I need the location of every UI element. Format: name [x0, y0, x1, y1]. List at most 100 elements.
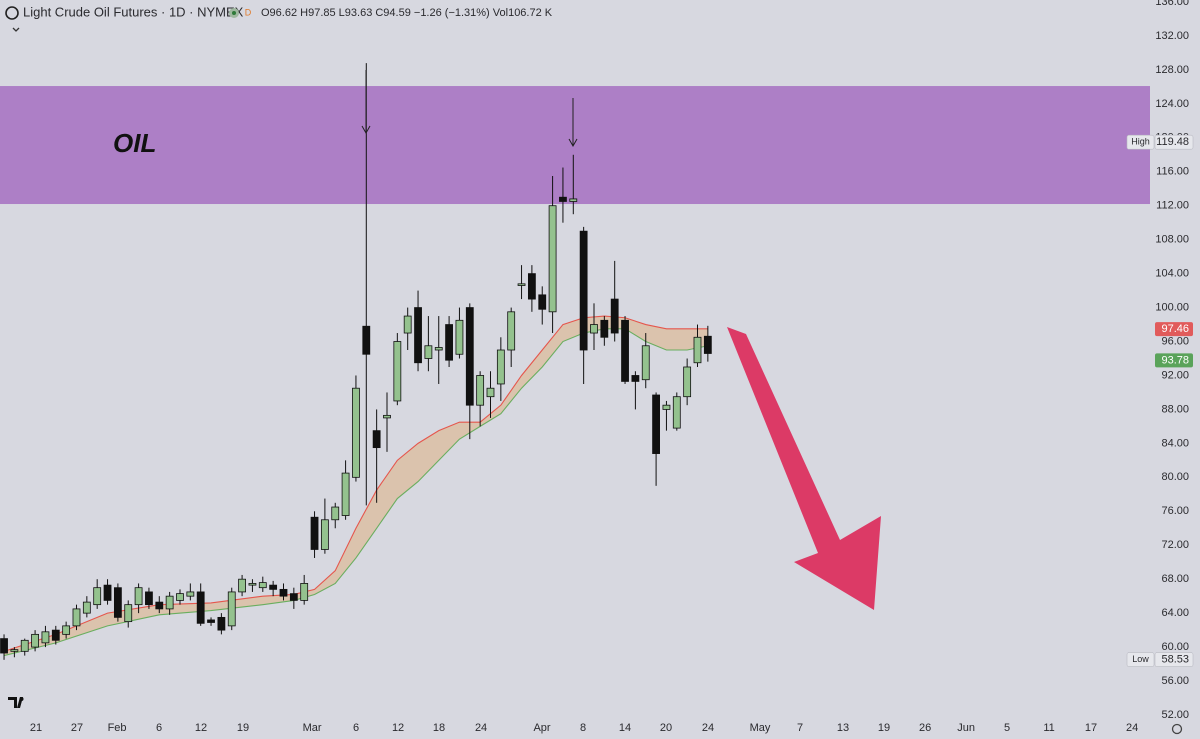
candle-body: [621, 319, 629, 382]
candle-body: [693, 336, 702, 364]
x-tick-label: 20: [660, 722, 672, 734]
y-tick-label: 80.00: [1161, 471, 1189, 483]
candle-body: [238, 578, 246, 593]
candle-body: [310, 516, 319, 550]
marker-tag-bg: [1126, 652, 1155, 667]
candle-body: [393, 341, 402, 402]
candle-body: [155, 601, 164, 610]
marker-tag: Low: [1132, 654, 1149, 664]
x-tick-label: 11: [1043, 722, 1054, 734]
status-dot-core: [232, 11, 236, 15]
candle-body: [559, 196, 567, 202]
candle-body: [145, 591, 153, 606]
candle-body: [672, 396, 681, 429]
candle-body: [248, 583, 257, 586]
collapse-icon[interactable]: [12, 27, 20, 32]
x-tick-label: 19: [237, 722, 249, 734]
candle-body: [124, 604, 133, 623]
candle-body: [176, 593, 184, 601]
candle-body: [165, 595, 174, 610]
x-tick-label: 8: [580, 722, 586, 734]
x-tick-label: Mar: [303, 722, 322, 734]
candle-body: [507, 311, 516, 351]
candle-body: [683, 366, 692, 398]
logo: [8, 697, 24, 708]
candle-body: [186, 591, 195, 597]
candle-body: [207, 619, 215, 623]
candle-body: [341, 472, 350, 516]
ohlc-header: O96.62 H97.85 L93.63 C94.59 −1.26 (−1.31…: [261, 7, 553, 19]
y-tick-label: 132.00: [1155, 30, 1189, 42]
y-tick-label: 92.00: [1161, 369, 1189, 381]
interval-badge: D: [245, 7, 252, 17]
candle-body: [590, 324, 598, 334]
price-badge-label: 97.46: [1161, 323, 1189, 335]
arrow-head: [361, 125, 371, 135]
x-tick-label: 24: [475, 722, 487, 734]
header: Light Crude Oil Futures · 1D · NYMEX D O…: [5, 4, 553, 32]
x-tick-label: Jun: [957, 722, 975, 734]
settings[interactable]: [1171, 723, 1183, 735]
x-tick-label: Feb: [108, 722, 127, 734]
chart-title: Light Crude Oil Futures · 1D · NYMEX: [23, 4, 244, 19]
x-tick-label: 26: [919, 722, 931, 734]
marker-value-bg: [1154, 134, 1194, 150]
settings-icon[interactable]: [1171, 723, 1183, 735]
candle-body: [62, 625, 71, 635]
candle-body: [0, 638, 8, 654]
x-tick-label: 24: [1126, 722, 1138, 734]
candle-body: [548, 205, 557, 313]
candle-body: [93, 587, 102, 606]
candle-body: [31, 633, 39, 648]
x-tick-label: Apr: [533, 722, 550, 734]
y-tick-label: 72.00: [1161, 539, 1189, 551]
candle-body: [424, 345, 433, 359]
down-arrow: [727, 327, 881, 610]
candle-body: [641, 345, 650, 381]
x-tick-label: 13: [837, 722, 849, 734]
y-tick-label: 68.00: [1161, 573, 1189, 585]
candle-body: [517, 283, 526, 286]
candle-body: [227, 591, 236, 627]
x-tick-label: 27: [71, 722, 83, 734]
candle-body: [196, 591, 205, 624]
y-tick-label: 112.00: [1156, 200, 1189, 212]
candle-body: [41, 631, 50, 644]
y-tick-label: 64.00: [1161, 607, 1189, 619]
candle-body: [403, 315, 412, 334]
candle-body: [82, 601, 91, 614]
arrow-head: [568, 138, 578, 148]
candle-body: [352, 387, 360, 478]
candle-body: [372, 430, 381, 449]
zone: [0, 86, 1150, 205]
candle-body: [279, 588, 288, 597]
annotations: [361, 70, 881, 610]
x-tick-label: 7: [797, 722, 803, 734]
x-tick-label: 6: [353, 722, 359, 734]
candle-body: [51, 629, 60, 641]
y-tick-label: 136.00: [1155, 0, 1189, 8]
candle-body: [579, 230, 588, 351]
y-tick-label: 56.00: [1161, 675, 1189, 687]
candle-body: [72, 608, 81, 627]
candle-body: [610, 298, 619, 334]
tv-logo: [8, 697, 23, 708]
candle-body: [662, 404, 671, 410]
candle-body: [455, 319, 464, 355]
candle-body: [362, 325, 371, 355]
candle-body: [434, 347, 443, 351]
x-tick-label: 6: [156, 722, 162, 734]
marker-value: 119.48: [1156, 136, 1189, 148]
candle-body: [103, 584, 112, 601]
zone-label: OIL: [113, 128, 156, 158]
tv-logo-dot: [19, 697, 24, 701]
y-tick-label: 88.00: [1161, 403, 1189, 415]
y-tick-label: 84.00: [1161, 437, 1189, 449]
candle-body: [465, 307, 474, 406]
marker-tag-bg: [1126, 134, 1155, 150]
x-tick-label: May: [750, 722, 771, 734]
x-tick-label: 24: [702, 722, 714, 734]
price-badge: [1155, 322, 1193, 337]
candle-body: [331, 506, 340, 521]
symbol-icon: [5, 6, 19, 20]
